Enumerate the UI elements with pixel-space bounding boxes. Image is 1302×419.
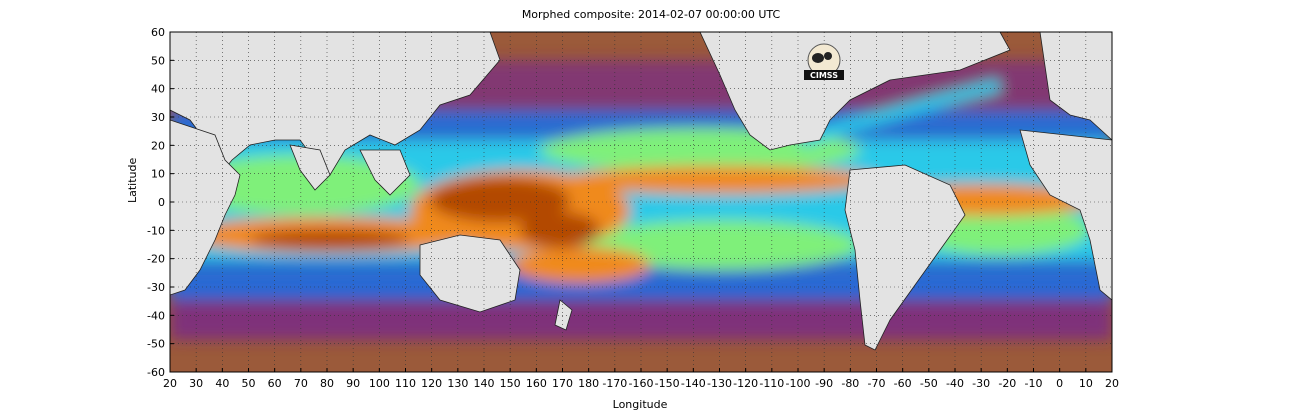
- x-tick-label: 30: [189, 377, 203, 390]
- x-tick-label: 160: [526, 377, 547, 390]
- x-tick-label: 180: [578, 377, 599, 390]
- y-tick-label: 50: [151, 54, 165, 67]
- x-tick-label: 70: [294, 377, 308, 390]
- y-tick-label: -60: [147, 366, 165, 379]
- y-tick-label: -30: [147, 281, 165, 294]
- x-tick-label: -80: [841, 377, 859, 390]
- x-tick-label: 50: [242, 377, 256, 390]
- y-tick-label: 40: [151, 83, 165, 96]
- y-axis-ticks: 60 50 40 30 20 10 0 -10 -20 -30 -40 -50 -60: [147, 26, 174, 379]
- y-tick-label: -20: [147, 253, 165, 266]
- y-tick-label: 60: [151, 26, 165, 39]
- x-tick-label: -70: [868, 377, 886, 390]
- x-tick-label: -60: [894, 377, 912, 390]
- x-tick-label: 150: [500, 377, 521, 390]
- x-tick-label: -100: [786, 377, 811, 390]
- x-tick-label: -30: [972, 377, 990, 390]
- x-tick-label: 100: [369, 377, 390, 390]
- x-tick-label: 90: [346, 377, 360, 390]
- x-tick-label: -160: [629, 377, 654, 390]
- x-tick-label: 20: [1105, 377, 1119, 390]
- x-tick-label: 110: [395, 377, 416, 390]
- map-title: Morphed composite: 2014-02-07 00:00:00 U…: [521, 8, 781, 21]
- x-tick-label: -120: [733, 377, 758, 390]
- x-tick-label: -140: [681, 377, 706, 390]
- x-tick-label: 130: [447, 377, 468, 390]
- y-tick-label: -50: [147, 338, 165, 351]
- x-tick-label: 60: [268, 377, 282, 390]
- x-tick-label: -110: [759, 377, 784, 390]
- x-axis-label: Longitude: [612, 398, 668, 411]
- x-tick-label: 140: [474, 377, 495, 390]
- y-tick-label: -40: [147, 309, 165, 322]
- y-tick-label: 30: [151, 111, 165, 124]
- x-tick-label: 120: [421, 377, 442, 390]
- grid-lines: [170, 32, 1112, 372]
- y-tick-label: 0: [158, 196, 165, 209]
- y-axis-label: Latitude: [126, 157, 139, 203]
- x-tick-label: -10: [1025, 377, 1043, 390]
- x-tick-label: -130: [707, 377, 732, 390]
- x-tick-label: -50: [920, 377, 938, 390]
- y-tick-label: 10: [151, 168, 165, 181]
- land-masses: [170, 32, 1112, 351]
- x-tick-label: 0: [1056, 377, 1063, 390]
- x-tick-label: -90: [815, 377, 833, 390]
- x-tick-label: 10: [1079, 377, 1093, 390]
- x-tick-label: 20: [163, 377, 177, 390]
- x-tick-label: 40: [215, 377, 229, 390]
- x-tick-label: -40: [946, 377, 964, 390]
- x-tick-label: 170: [552, 377, 573, 390]
- x-tick-label: -170: [602, 377, 627, 390]
- x-axis-ticks: 20 30 40 50 60 70 80 90 100 110 120 130 140 150 160 170…: [163, 368, 1119, 390]
- x-tick-label: -150: [655, 377, 680, 390]
- logo-text: CIMSS: [810, 71, 838, 80]
- y-tick-label: -10: [147, 224, 165, 237]
- cimss-logo: CIMSS: [800, 42, 848, 82]
- x-tick-label: 80: [320, 377, 334, 390]
- x-tick-label: -20: [998, 377, 1016, 390]
- y-tick-label: 20: [151, 139, 165, 152]
